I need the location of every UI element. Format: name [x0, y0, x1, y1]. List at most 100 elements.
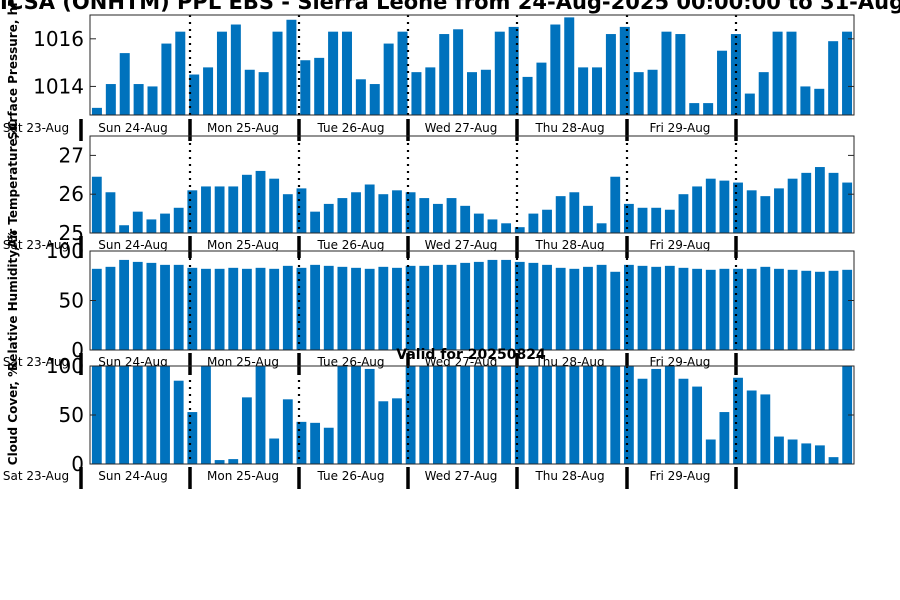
- y-tick-label: 50: [59, 289, 84, 313]
- bar: [814, 88, 825, 115]
- bar: [514, 261, 525, 350]
- x-day-label: Wed 27-Aug: [425, 238, 498, 252]
- bar: [758, 72, 769, 115]
- bar: [705, 269, 716, 350]
- bar: [528, 213, 539, 233]
- bar: [637, 207, 648, 233]
- bar: [550, 24, 561, 115]
- bar: [610, 271, 621, 350]
- bar: [596, 366, 607, 464]
- bar: [296, 188, 307, 233]
- bar: [397, 31, 408, 116]
- bar: [787, 269, 798, 350]
- bar: [487, 366, 498, 464]
- bar: [610, 176, 621, 233]
- bar: [187, 267, 198, 350]
- y-axis-label: Air Temperature, C: [6, 121, 20, 249]
- bar: [774, 188, 784, 233]
- bar: [173, 380, 184, 464]
- bar: [774, 436, 784, 464]
- bar: [446, 264, 457, 350]
- bar: [146, 366, 157, 464]
- bar: [119, 259, 130, 350]
- bar: [241, 174, 252, 233]
- x-day-label: Tue 26-Aug: [316, 469, 384, 483]
- bar: [286, 19, 297, 115]
- bar: [91, 268, 102, 350]
- bar: [787, 439, 798, 464]
- bar: [717, 50, 728, 115]
- bar: [378, 266, 389, 350]
- subplot-title: Valid for 20250824: [396, 347, 546, 363]
- bar: [514, 366, 525, 464]
- y-tick-label: 50: [59, 403, 84, 427]
- bar: [583, 366, 593, 464]
- bar: [746, 190, 757, 233]
- bar: [364, 368, 375, 464]
- x-day-label: Thu 28-Aug: [534, 238, 604, 252]
- bar: [744, 93, 755, 115]
- bar: [439, 34, 450, 115]
- bar: [405, 366, 416, 464]
- bar: [105, 192, 116, 233]
- bar: [675, 34, 686, 115]
- y-tick-label: 27: [59, 143, 84, 167]
- y-tick-label: 26: [59, 182, 84, 206]
- bar: [467, 72, 477, 115]
- bar: [364, 268, 375, 350]
- x-day-label: Sun 24-Aug: [98, 121, 167, 135]
- bar: [814, 445, 825, 464]
- y-tick-label: 1016: [33, 27, 84, 51]
- bar: [592, 67, 603, 115]
- bar: [392, 398, 402, 464]
- bar: [514, 227, 525, 233]
- bar: [564, 17, 575, 116]
- bar: [501, 223, 512, 233]
- bar: [689, 103, 700, 115]
- bar: [269, 268, 280, 350]
- bar: [473, 261, 484, 350]
- bar: [432, 264, 443, 350]
- y-tick-label: 1014: [33, 74, 84, 98]
- bar: [241, 268, 252, 350]
- x-day-label: Fri 29-Aug: [650, 355, 711, 369]
- bar: [623, 203, 634, 233]
- bar: [119, 225, 130, 233]
- bar: [337, 366, 348, 464]
- bar: [419, 198, 430, 233]
- bar: [337, 266, 348, 350]
- y-tick-label: 100: [46, 239, 84, 263]
- bar: [228, 186, 239, 233]
- bar: [619, 26, 630, 115]
- bar: [828, 41, 839, 115]
- bar: [623, 264, 634, 350]
- bar: [842, 269, 853, 350]
- bar: [392, 190, 402, 233]
- bar: [760, 266, 771, 350]
- x-day-label: Mon 25-Aug: [207, 469, 279, 483]
- bar: [453, 29, 464, 115]
- x-day-label: Sat 23-Aug: [3, 238, 69, 252]
- bar: [760, 196, 771, 233]
- bar: [678, 194, 689, 233]
- bar: [146, 262, 157, 350]
- bar: [596, 223, 607, 233]
- x-day-label: Tue 26-Aug: [316, 121, 384, 135]
- bar: [314, 57, 325, 115]
- bar: [842, 31, 853, 116]
- bar: [487, 259, 498, 350]
- bar: [730, 34, 741, 115]
- bar: [405, 192, 416, 233]
- bar: [733, 268, 743, 350]
- bar: [678, 267, 689, 350]
- bar: [378, 401, 389, 464]
- y-tick-label: 100: [46, 354, 84, 378]
- bar: [801, 443, 812, 464]
- y-axis-label: Relative Humidity, %: [6, 230, 20, 371]
- bar: [214, 186, 225, 233]
- bar: [578, 67, 589, 115]
- bar: [528, 262, 539, 350]
- bar: [132, 211, 143, 233]
- bar: [341, 31, 352, 116]
- bar: [132, 261, 143, 350]
